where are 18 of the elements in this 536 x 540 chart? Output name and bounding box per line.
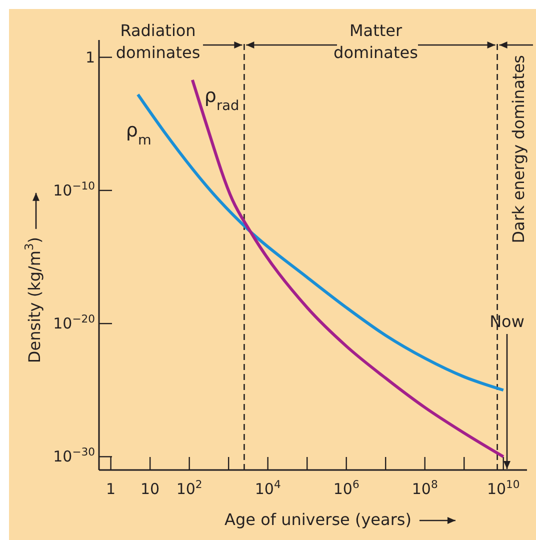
annotation: Matter dominates	[334, 21, 418, 62]
x-tick-label: 10$^{4}$	[254, 478, 281, 498]
y-tick-label: 1	[85, 48, 95, 66]
annotation: Dark energy dominates	[509, 55, 528, 244]
annotation: Radiation dominates	[116, 21, 200, 62]
annotation: Now	[490, 312, 524, 331]
x-tick-label: 10$^{8}$	[412, 478, 438, 498]
x-tick-label: 10$^{2}$	[176, 478, 202, 498]
y-tick-label: 10$^{−20}$	[53, 312, 96, 333]
x-tick-label: 10$^{6}$	[333, 478, 360, 498]
series-label: ρ$_{m}$	[126, 120, 152, 149]
y-tick-label: 10$^{−30}$	[53, 445, 96, 466]
x-tick-label: 1	[106, 480, 116, 498]
y-tick-label: 10$^{−10}$	[53, 178, 96, 200]
x-tick-label: 10$^{10}$	[486, 478, 520, 498]
x-tick-label: 10	[140, 480, 160, 498]
x-axis-title: Age of universe (years)	[224, 510, 412, 529]
series-label: ρ$_{rad}$	[204, 84, 240, 114]
